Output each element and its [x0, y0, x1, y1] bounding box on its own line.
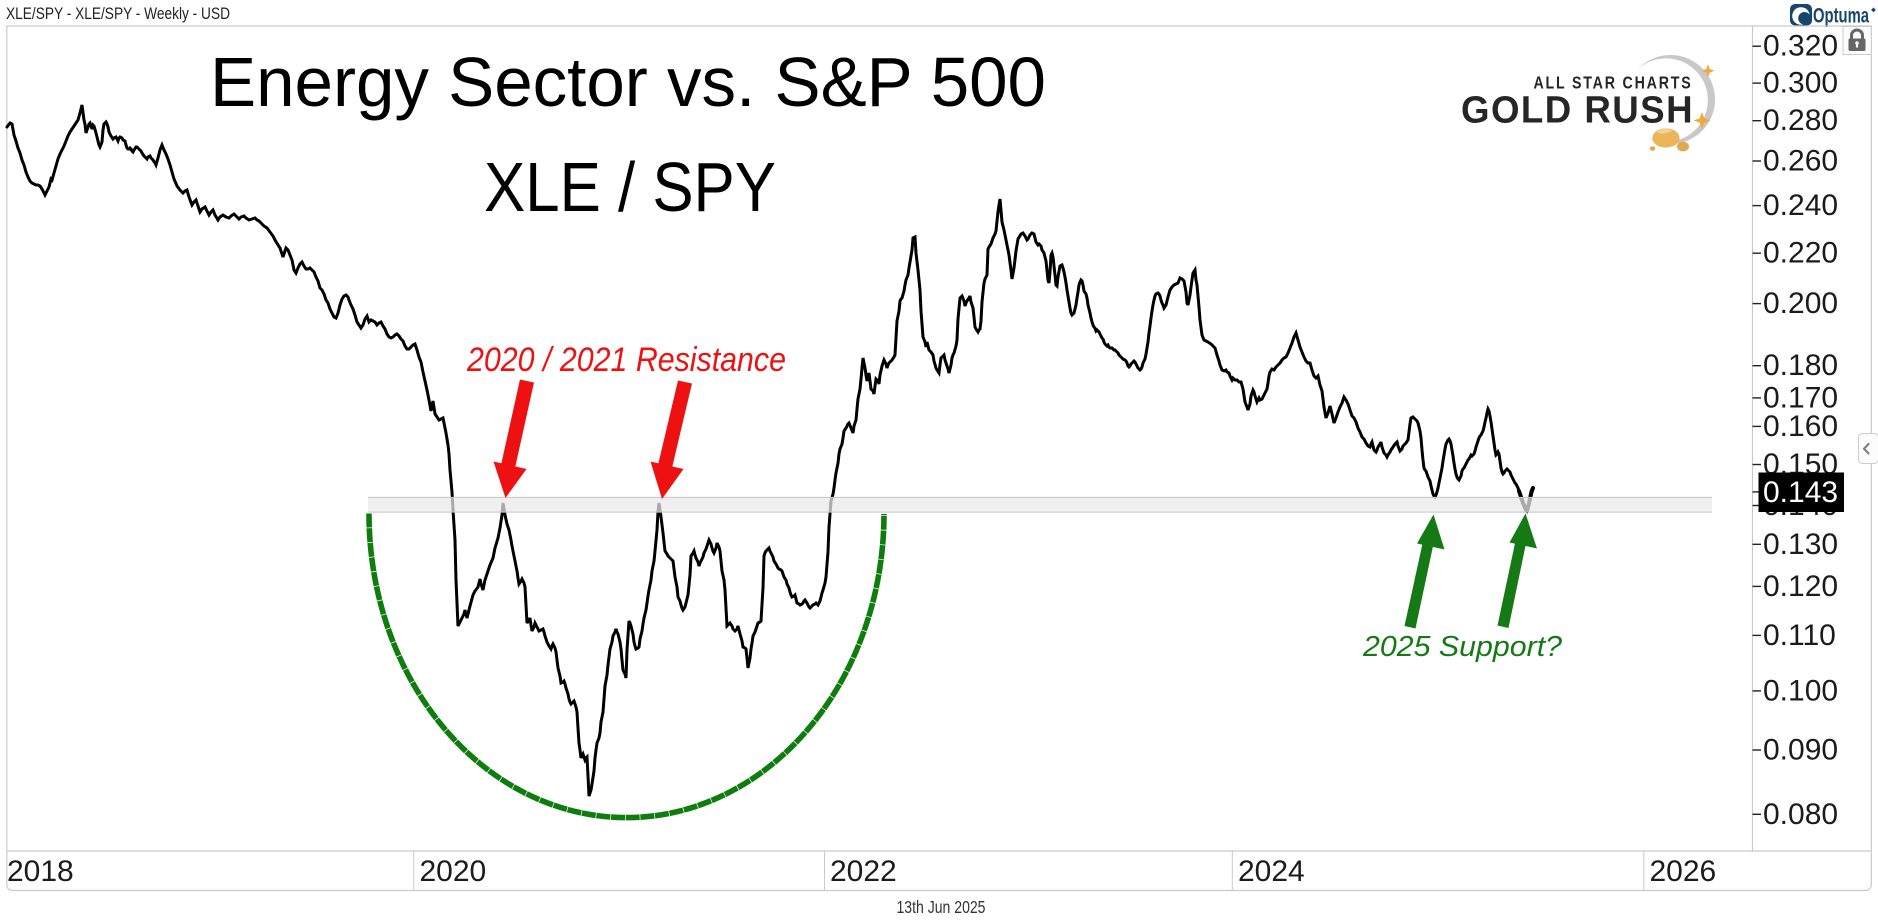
svg-text:0.120: 0.120 [1763, 570, 1838, 603]
svg-text:Optuma: Optuma [1813, 5, 1869, 28]
svg-text:XLE / SPY: XLE / SPY [484, 148, 776, 226]
svg-text:Energy Sector vs. S&P 500: Energy Sector vs. S&P 500 [210, 43, 1046, 121]
svg-text:0.200: 0.200 [1763, 287, 1838, 320]
svg-text:2020 / 2021 Resistance: 2020 / 2021 Resistance [466, 341, 786, 379]
svg-text:0.240: 0.240 [1763, 189, 1838, 222]
svg-text:0.260: 0.260 [1763, 145, 1838, 178]
svg-text:0.320: 0.320 [1763, 30, 1838, 63]
svg-text:0.160: 0.160 [1763, 410, 1838, 443]
svg-text:2026: 2026 [1650, 855, 1717, 888]
svg-text:0.100: 0.100 [1763, 674, 1838, 707]
svg-text:XLE/SPY - XLE/SPY - Weekly - U: XLE/SPY - XLE/SPY - Weekly - USD [6, 4, 230, 23]
svg-text:0.090: 0.090 [1763, 734, 1838, 767]
svg-text:0.110: 0.110 [1763, 619, 1836, 652]
svg-text:GOLD RUSH: GOLD RUSH [1461, 90, 1694, 132]
svg-text:0.300: 0.300 [1763, 67, 1838, 100]
svg-text:ALL STAR CHARTS: ALL STAR CHARTS [1534, 73, 1693, 93]
svg-text:0.280: 0.280 [1763, 104, 1838, 137]
svg-text:2020: 2020 [420, 855, 487, 888]
svg-text:2022: 2022 [830, 855, 897, 888]
svg-text:0.220: 0.220 [1763, 237, 1838, 270]
svg-text:2018: 2018 [7, 855, 74, 888]
svg-text:13th Jun 2025: 13th Jun 2025 [897, 897, 986, 917]
svg-text:0.080: 0.080 [1763, 798, 1838, 831]
svg-text:0.143: 0.143 [1763, 476, 1838, 509]
svg-text:2024: 2024 [1238, 855, 1305, 888]
svg-text:2025 Support?: 2025 Support? [1362, 631, 1563, 663]
svg-text:0.180: 0.180 [1763, 349, 1838, 382]
svg-text:0.170: 0.170 [1763, 381, 1838, 414]
svg-text:0.130: 0.130 [1763, 528, 1838, 561]
